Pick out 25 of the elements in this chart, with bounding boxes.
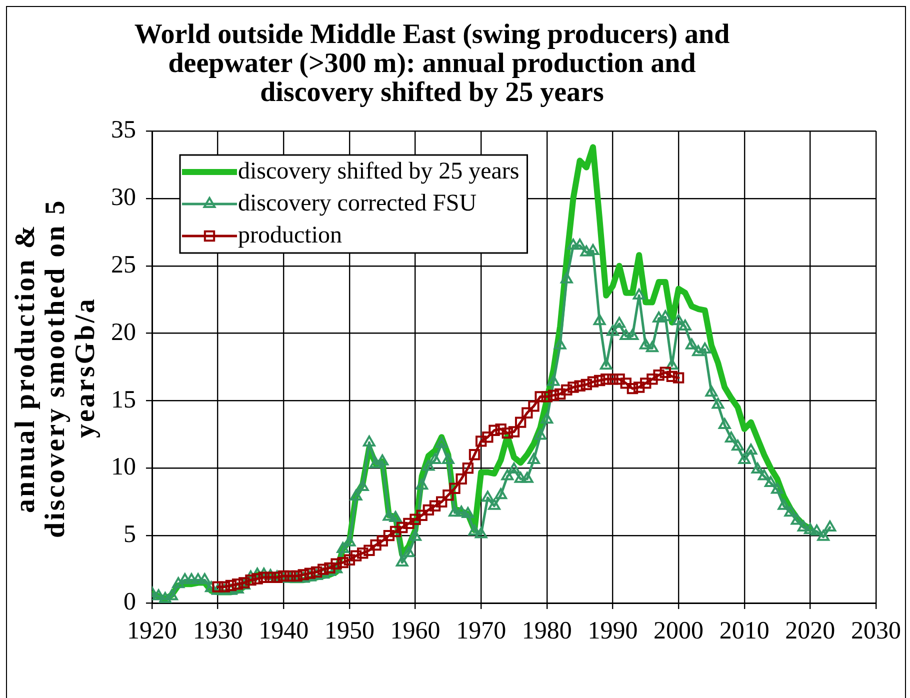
y-tick-label: 25	[111, 251, 136, 278]
x-tick-label: 1980	[522, 618, 572, 645]
x-tick-label: 1930	[192, 618, 243, 645]
x-tick-label: 2010	[719, 618, 770, 645]
legend-label: discovery shifted by 25 years	[238, 158, 520, 184]
y-tick-label: 0	[124, 588, 136, 616]
x-tick-label: 1950	[324, 618, 374, 645]
x-tick-label: 1940	[258, 618, 309, 645]
chart-title: World outside Middle East (swing producers) and deepwater (>300 m): annual production and discovery shifted by 25 years	[133, 19, 731, 108]
y-axis-title: annual production & discovery smoothed on 5 yearsGb/a	[10, 197, 101, 540]
x-tick-label: 1990	[588, 618, 638, 645]
y-tick-label: 10	[111, 454, 136, 481]
legend-label: production	[238, 222, 342, 248]
y-tick-label: 30	[111, 184, 136, 211]
x-tick-label: 1960	[390, 618, 440, 645]
y-tick-label: 15	[111, 386, 136, 414]
x-tick-label: 1970	[456, 618, 506, 645]
x-tick-label: 2030	[851, 618, 901, 645]
y-tick-label: 20	[111, 318, 136, 346]
x-tick-label: 1920	[127, 618, 177, 645]
x-tick-label: 2020	[785, 618, 836, 645]
legend-label: discovery corrected FSU	[238, 190, 477, 216]
y-tick-label: 5	[124, 521, 136, 548]
y-tick-label: 35	[111, 116, 136, 144]
x-tick-label: 2000	[654, 618, 704, 645]
